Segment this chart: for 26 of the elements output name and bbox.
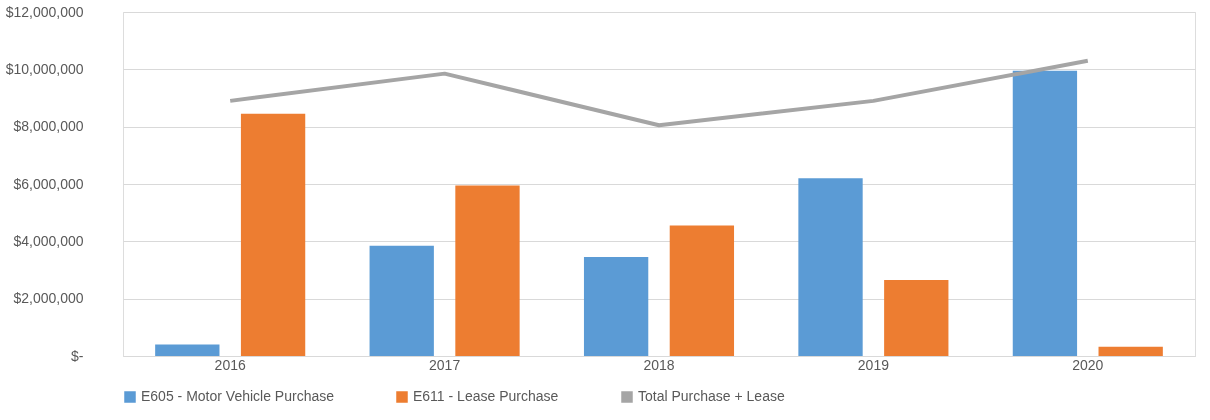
y-tick-label: $2,000,000 — [13, 290, 84, 307]
bar — [1098, 346, 1163, 356]
bar — [1012, 70, 1078, 356]
bar — [798, 178, 863, 356]
bar — [884, 280, 949, 356]
legend-label: E605 - Motor Vehicle Purchase — [141, 388, 335, 404]
bar — [455, 185, 520, 356]
legend-label: Total Purchase + Lease — [638, 388, 785, 404]
legend-label: E611 - Lease Purchase — [413, 388, 559, 404]
bar — [583, 257, 649, 356]
bar — [240, 113, 306, 356]
bar — [369, 245, 434, 356]
y-tick-label: $12,000,000 — [5, 3, 84, 20]
x-tick-label: 2020 — [1072, 356, 1104, 373]
x-tick-label: 2017 — [429, 356, 461, 373]
x-tick-label: 2019 — [857, 356, 890, 373]
y-tick-label: $- — [71, 347, 84, 364]
y-tick-label: $4,000,000 — [13, 232, 84, 249]
line-series — [228, 58, 1090, 128]
bar — [669, 225, 735, 356]
x-tick-label: 2016 — [214, 356, 246, 373]
x-tick-label: 2018 — [643, 356, 675, 373]
y-tick-label: $6,000,000 — [13, 175, 84, 192]
bar — [155, 344, 220, 356]
y-tick-label: $10,000,000 — [5, 60, 84, 77]
y-tick-label: $8,000,000 — [13, 118, 84, 135]
